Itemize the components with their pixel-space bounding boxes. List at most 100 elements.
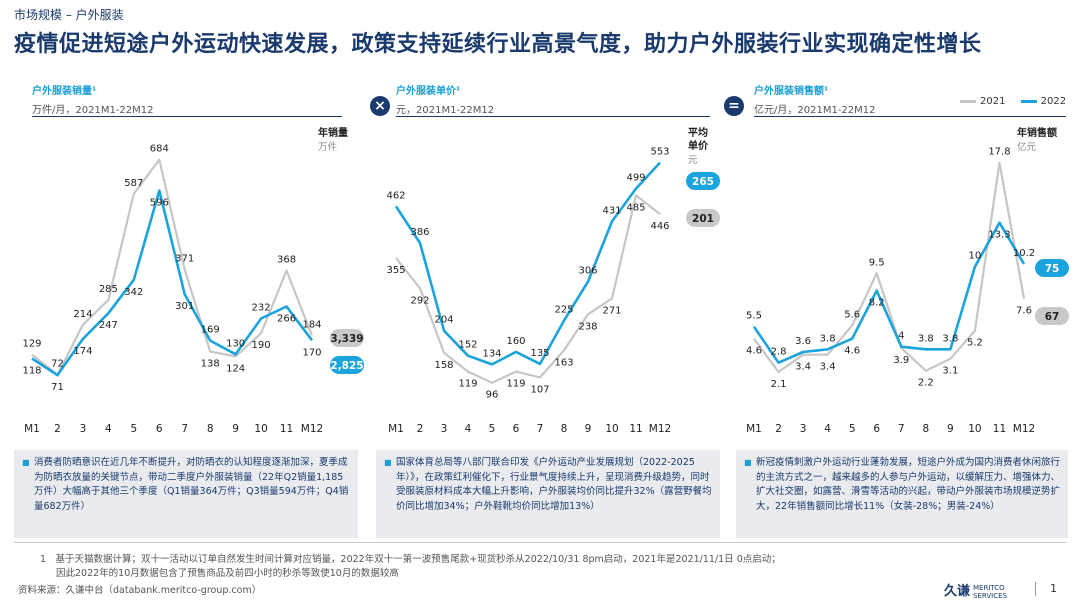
annual-2022-badge-value: 2,825 bbox=[330, 360, 363, 372]
legend-label-2021: 2021 bbox=[980, 96, 1006, 107]
data-label-2022: 134 bbox=[482, 348, 501, 359]
company-logo: 久谦 MERITCO SERVICES bbox=[944, 580, 1007, 600]
panel-header-volume: 户外服装销量¹ 万件/月，2021M1-22M12 bbox=[32, 82, 342, 117]
x-tick-label: 6 bbox=[513, 423, 520, 435]
data-label-2021: 2.2 bbox=[918, 378, 934, 389]
data-label-2022: 170 bbox=[302, 347, 321, 358]
data-label-2022: 118 bbox=[22, 366, 41, 377]
annual-label: 年销售额 bbox=[1017, 126, 1057, 139]
data-label-2022: 4.6 bbox=[844, 346, 860, 357]
data-label-2022: 5.5 bbox=[746, 311, 762, 322]
data-label-2022: 431 bbox=[602, 205, 621, 216]
data-label-2022: 152 bbox=[458, 340, 477, 351]
x-tick-label: 11 bbox=[280, 423, 293, 435]
x-tick-label: M12 bbox=[649, 423, 671, 435]
legend-label-2022: 2022 bbox=[1040, 96, 1067, 107]
x-tick-label: M1 bbox=[24, 423, 40, 435]
data-label-2022: 10.2 bbox=[1013, 248, 1035, 259]
page-number: 1 bbox=[1050, 582, 1057, 595]
data-label-2021: 119 bbox=[458, 379, 477, 390]
x-tick-label: 9 bbox=[585, 423, 592, 435]
x-tick-label: 3 bbox=[800, 423, 807, 435]
annual-2022-badge-pill bbox=[330, 356, 364, 374]
x-tick-label: 6 bbox=[156, 423, 163, 435]
chart-legend: 2021 2022 bbox=[960, 96, 1066, 107]
data-label-2021: 107 bbox=[530, 384, 549, 395]
data-label-2022: 13.3 bbox=[988, 230, 1010, 241]
footnote-line-2: 因此2022年的10月数据包含了预售商品及前四小时的秒杀等致使10月的数据较高 bbox=[56, 568, 399, 579]
data-label-2021: 96 bbox=[486, 390, 499, 401]
data-label-2022: 160 bbox=[506, 336, 525, 347]
data-label-2022: 342 bbox=[124, 287, 143, 298]
data-label-2022: 232 bbox=[252, 302, 271, 313]
data-label-2021: 72 bbox=[51, 359, 64, 370]
data-label-2021: 238 bbox=[578, 321, 597, 332]
x-tick-label: 7 bbox=[898, 423, 905, 435]
series-line-2021 bbox=[31, 158, 314, 376]
data-label-2021: 4.6 bbox=[746, 346, 762, 357]
x-tick-label: 10 bbox=[605, 423, 618, 435]
data-label-2022: 596 bbox=[150, 198, 169, 209]
series-line-2021 bbox=[395, 194, 661, 384]
panel-header-revenue: 户外服装销售额¹ 亿元/月，2021M1-22M12 bbox=[754, 82, 1066, 117]
data-label-2021: 184 bbox=[302, 319, 321, 330]
footnote-line-1: 1 基于天猫数据计算；双十一活动以订单自然发生时间计算对应销量，2022年双十一… bbox=[40, 554, 781, 565]
x-tick-label: 4 bbox=[465, 423, 472, 435]
data-label-2021: 271 bbox=[602, 305, 621, 316]
data-label-2021: 5.2 bbox=[967, 338, 983, 349]
page-title: 疫情促进短途户外运动快速发展，政策支持延续行业高景气度，助力户外服装行业实现确定… bbox=[14, 32, 982, 57]
data-label-2022: 266 bbox=[277, 314, 296, 325]
x-tick-label: 2 bbox=[775, 423, 782, 435]
data-label-2022: 3.6 bbox=[795, 336, 811, 347]
footer-divider bbox=[14, 542, 1066, 543]
note-revenue: ■ 新冠疫情刺激户外运动行业蓬勃发展，短途户外成为国内消费者休闲旅行的主流方式之… bbox=[736, 450, 1068, 538]
x-tick-label: 10 bbox=[254, 423, 267, 435]
annual-unit: 亿元 bbox=[1017, 141, 1037, 153]
annual-2022-badge-value: 75 bbox=[1045, 263, 1060, 275]
x-tick-label: 5 bbox=[849, 423, 856, 435]
data-label-2022: 4 bbox=[898, 331, 904, 342]
legend-swatch-2021 bbox=[960, 99, 976, 103]
x-tick-label: 7 bbox=[537, 423, 544, 435]
series-line-2022 bbox=[394, 161, 661, 366]
data-label-2021: 3.4 bbox=[795, 362, 811, 373]
x-tick-label: M1 bbox=[746, 423, 762, 435]
data-label-2021: 158 bbox=[434, 360, 453, 371]
data-label-2022: 204 bbox=[434, 315, 453, 326]
logo-main: 久谦 bbox=[944, 584, 971, 599]
data-label-2021: 355 bbox=[386, 265, 405, 276]
data-label-2022: 130 bbox=[226, 338, 245, 349]
x-tick-label: 8 bbox=[561, 423, 568, 435]
annual-2021-badge-pill bbox=[330, 329, 364, 347]
data-label-2021: 9.5 bbox=[869, 257, 885, 268]
data-label-2021: 371 bbox=[175, 254, 194, 265]
series-line-2022 bbox=[31, 189, 314, 377]
series-line-2021 bbox=[753, 161, 1026, 374]
data-label-2021: 190 bbox=[252, 340, 271, 351]
data-label-2021: 368 bbox=[277, 255, 296, 266]
data-label-2022: 247 bbox=[99, 320, 118, 331]
x-tick-label: M12 bbox=[1013, 423, 1035, 435]
data-label-2022: 3.8 bbox=[820, 333, 836, 344]
note-text: 新冠疫情刺激户外运动行业蓬勃发展，短途户外成为国内消费者休闲旅行的主流方式之一，… bbox=[756, 457, 1061, 512]
annual-2022-badge-pill bbox=[686, 172, 720, 190]
data-label-2021: 684 bbox=[150, 144, 169, 155]
panel-title: 户外服装销售额¹ bbox=[754, 86, 829, 97]
panel-title: 户外服装单价¹ bbox=[396, 86, 461, 97]
data-label-2022: 8.2 bbox=[869, 298, 885, 309]
x-tick-label: 11 bbox=[629, 423, 642, 435]
equals-icon: = bbox=[724, 96, 744, 116]
annual-2021-badge-pill bbox=[686, 209, 720, 227]
x-tick-label: 8 bbox=[922, 423, 929, 435]
data-label-2021: 3.9 bbox=[893, 355, 909, 366]
data-label-2022: 225 bbox=[554, 305, 573, 316]
annual-2022-badge-pill bbox=[1035, 259, 1069, 277]
annual-2021-badge-value: 3,339 bbox=[330, 333, 363, 345]
data-label-2021: 129 bbox=[22, 339, 41, 350]
note-price: ■ 国家体育总局等八部门联合印发《户外运动产业发展规划（2022-2025年）》… bbox=[376, 450, 720, 538]
data-label-2022: 306 bbox=[578, 266, 597, 277]
footnote: 1 基于天猫数据计算；双十一活动以订单自然发生时间计算对应销量，2022年双十一… bbox=[40, 553, 1000, 581]
x-tick-label: 5 bbox=[489, 423, 496, 435]
annual-label: 平均 bbox=[688, 126, 708, 139]
x-tick-label: 3 bbox=[80, 423, 87, 435]
